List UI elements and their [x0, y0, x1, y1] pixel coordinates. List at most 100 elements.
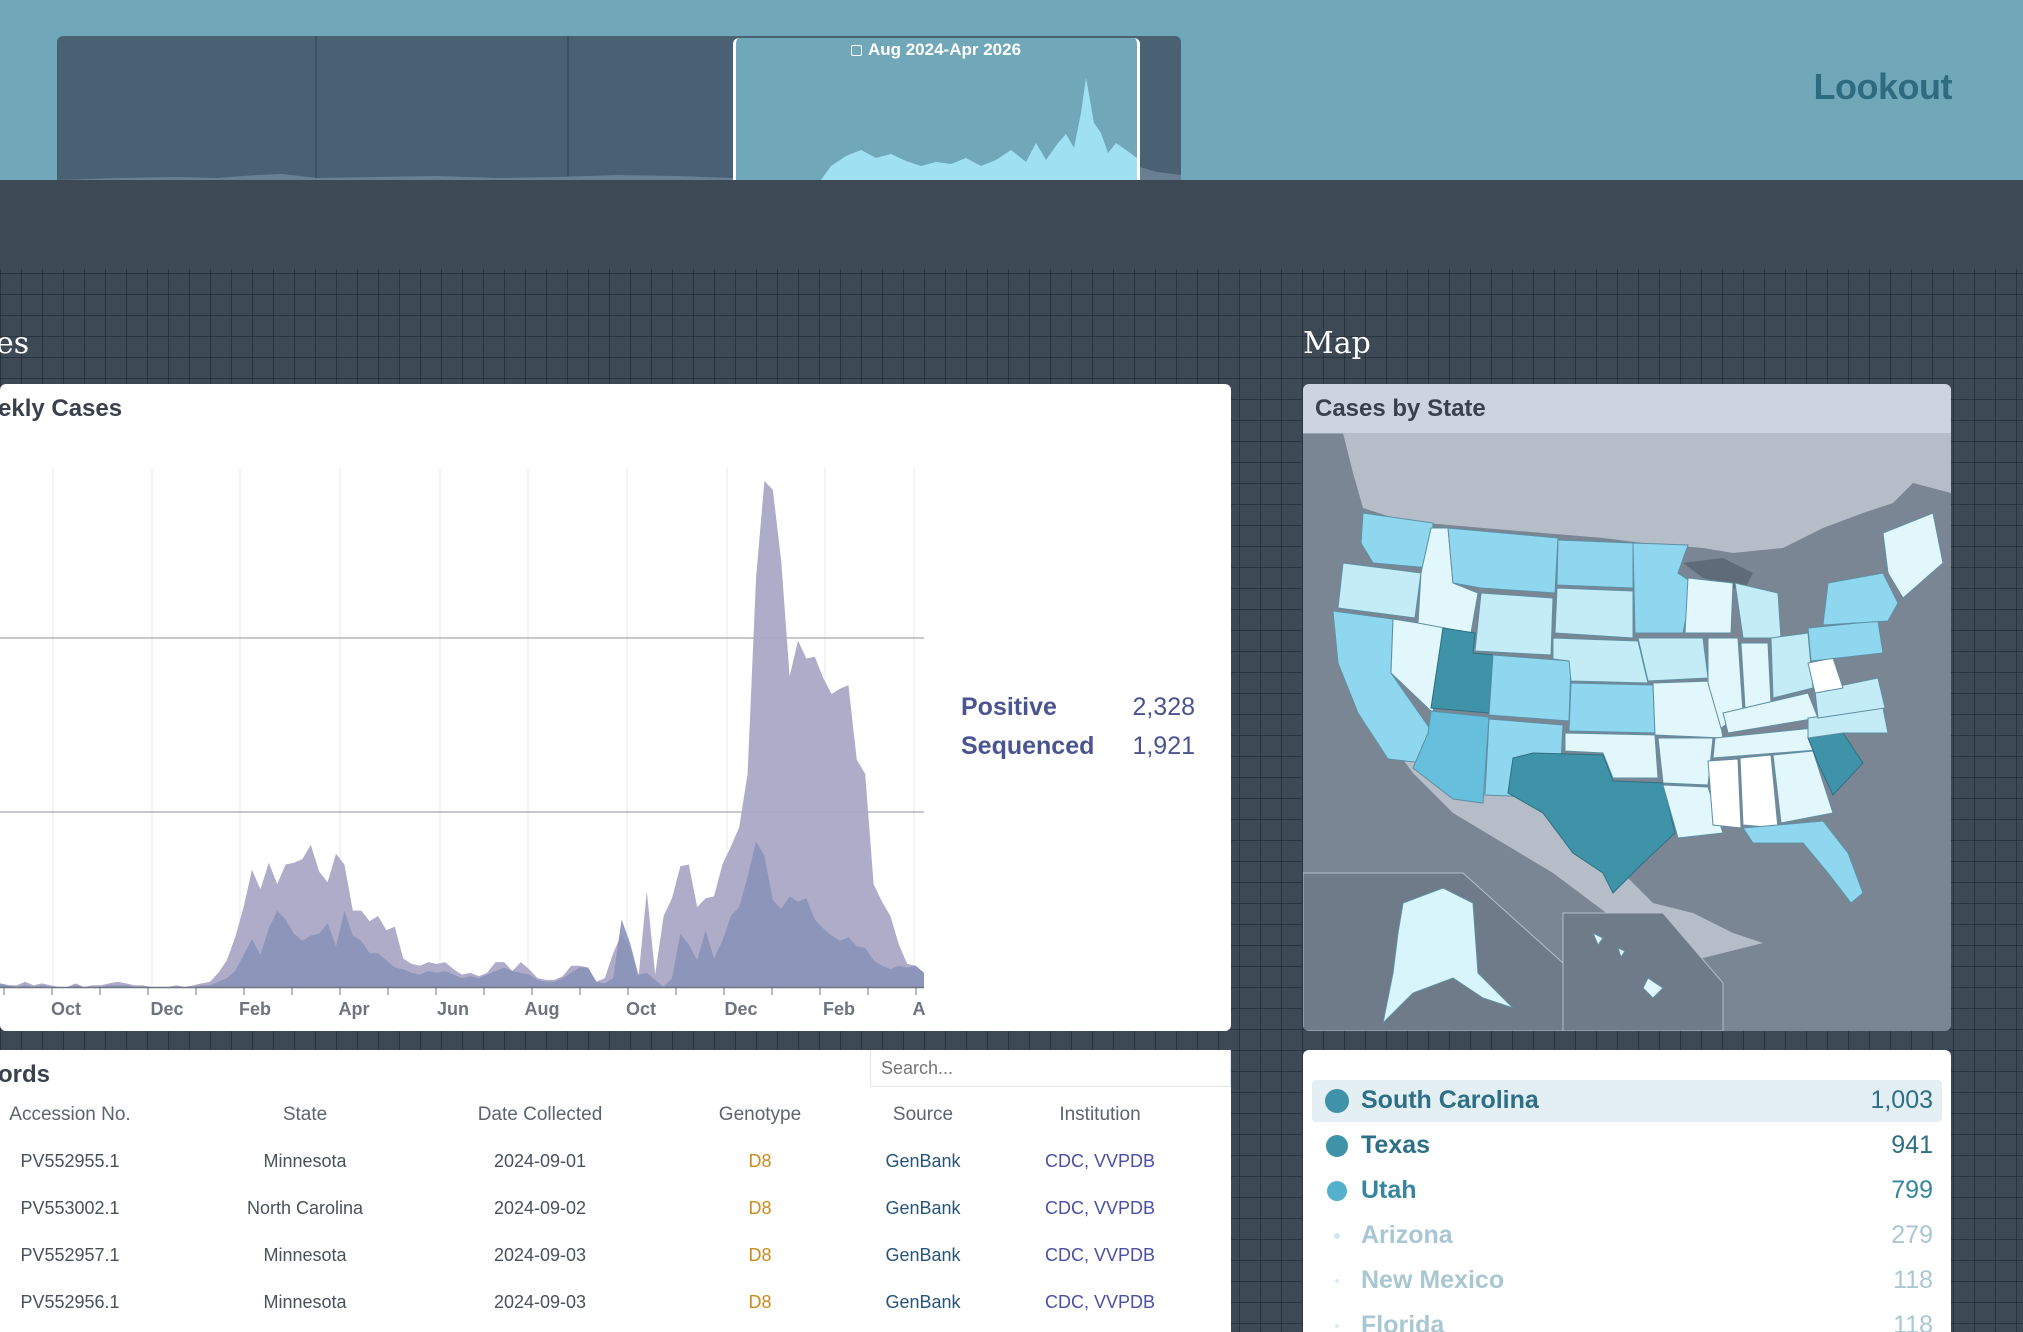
hawaii-inset-frame: [1562, 912, 1724, 1031]
sub-toolbar: [0, 180, 2023, 269]
column-header-source[interactable]: Source: [892, 1104, 954, 1125]
state-georgia: [1772, 750, 1834, 824]
cell-genotype: D8: [748, 1292, 772, 1312]
weekly-cases-title: ekly Cases: [0, 395, 123, 422]
x-tick-label: Feb: [239, 999, 271, 1019]
state-list-item[interactable]: Utah 799: [1312, 1170, 1942, 1212]
state-alaska: [1382, 887, 1514, 1025]
calendar-icon: [850, 45, 862, 56]
cases-by-state-map[interactable]: Cases by State: [1303, 384, 1951, 1031]
cell-accession: PV552957.1: [20, 1245, 120, 1265]
cell-state: Minnesota: [263, 1151, 347, 1171]
x-tick-label: Jun: [437, 999, 469, 1019]
timeline-overview-area: [57, 174, 733, 180]
map-section-title: Map: [1303, 326, 1371, 361]
state-south-dakota: [1554, 587, 1634, 639]
state-list-item[interactable]: South Carolina 1,003: [1312, 1080, 1942, 1122]
legend-positive-label: Positive: [961, 693, 1057, 721]
x-tick-label: Feb: [823, 999, 855, 1019]
state-count: 799: [1891, 1176, 1933, 1204]
state-pennsylvania: [1807, 620, 1884, 662]
cell-date: 2024-09-02: [493, 1198, 587, 1218]
state-name: Arizona: [1361, 1221, 1453, 1249]
state-new-york: [1822, 572, 1899, 626]
x-tick-label: Apr: [339, 999, 370, 1019]
state-list-item[interactable]: Florida 118: [1312, 1305, 1942, 1332]
state-wisconsin: [1684, 577, 1734, 634]
state-count: 1,003: [1870, 1086, 1933, 1114]
state-list-item[interactable]: Arizona 279: [1312, 1215, 1942, 1257]
cell-accession: PV553002.1: [20, 1198, 120, 1218]
cell-institution[interactable]: CDC, VVPDB: [1044, 1151, 1156, 1171]
date-range-label: Aug 2024-Apr 2026: [836, 40, 1036, 60]
cell-institution[interactable]: CDC, VVPDB: [1044, 1245, 1156, 1265]
legend-sequenced-label: Sequenced: [961, 732, 1095, 760]
weekly-cases-chart: Oct Dec Feb Apr Jun Aug Oct Dec Feb A: [0, 468, 926, 1019]
timeline-overview-chart: [57, 36, 1181, 180]
cell-date: 2024-09-03: [493, 1292, 587, 1312]
cell-date: 2024-09-03: [493, 1245, 587, 1265]
series-sequenced-area: [0, 841, 924, 987]
us-choropleth-map[interactable]: [1303, 433, 1951, 1031]
map-header: Cases by State: [1303, 384, 1951, 434]
x-tick-label: A: [913, 999, 926, 1019]
state-marker-icon: [1335, 1279, 1339, 1283]
cell-source[interactable]: GenBank: [885, 1292, 961, 1312]
x-tick-label: Oct: [626, 999, 656, 1019]
state-mississippi: [1707, 758, 1742, 829]
cell-accession: PV552956.1: [20, 1292, 120, 1312]
state-iowa: [1637, 637, 1709, 682]
state-arkansas: [1657, 737, 1714, 786]
state-marker-icon: [1325, 1089, 1349, 1113]
column-header-institution[interactable]: Institution: [1059, 1104, 1141, 1125]
state-louisiana: [1662, 784, 1724, 839]
records-search-input[interactable]: [870, 1050, 1231, 1087]
cell-accession: PV552955.1: [20, 1151, 120, 1171]
timeline-overview-area-right: [1140, 167, 1181, 180]
state-marker-icon: [1326, 1135, 1348, 1157]
weekly-cases-panel: ekly Cases Oct Dec Feb Apr Jun Aug Oct Dec Feb A …: [0, 384, 1231, 1031]
state-count: 118: [1893, 1266, 1933, 1294]
cell-source[interactable]: GenBank: [885, 1198, 961, 1218]
brand-logo[interactable]: Lookout: [1813, 66, 1953, 107]
timeline-selection[interactable]: [733, 38, 1140, 180]
state-list-item[interactable]: Texas 941: [1312, 1125, 1942, 1167]
state-michigan: [1734, 582, 1782, 639]
state-ohio: [1770, 632, 1814, 699]
legend-sequenced-value: 1,921: [1132, 732, 1195, 760]
cell-institution[interactable]: CDC, VVPDB: [1044, 1198, 1156, 1218]
cell-date: 2024-09-01: [493, 1151, 587, 1171]
state-marker-icon: [1335, 1324, 1339, 1328]
state-washington: [1360, 512, 1434, 569]
state-oregon: [1337, 562, 1422, 619]
cell-institution[interactable]: CDC, VVPDB: [1044, 1292, 1156, 1312]
state-marker-icon: [1327, 1181, 1347, 1201]
cell-state: North Carolina: [246, 1198, 364, 1218]
cell-genotype: D8: [748, 1198, 772, 1218]
state-wyoming: [1474, 592, 1554, 656]
canada-landmass: [1343, 433, 1951, 553]
state-marker-icon: [1334, 1233, 1340, 1239]
legend-positive-value: 2,328: [1132, 693, 1195, 721]
cell-source[interactable]: GenBank: [885, 1245, 961, 1265]
state-name: New Mexico: [1361, 1266, 1505, 1294]
cell-state: Minnesota: [263, 1292, 347, 1312]
x-tick-label: Dec: [724, 999, 757, 1019]
x-tick-label: Oct: [51, 999, 81, 1019]
state-count: 118: [1893, 1311, 1933, 1332]
state-name: Utah: [1361, 1176, 1417, 1204]
state-minnesota: [1632, 542, 1694, 634]
state-name: Texas: [1361, 1131, 1431, 1159]
state-name: South Carolina: [1361, 1086, 1539, 1114]
column-header-accession[interactable]: Accession No.: [9, 1104, 131, 1125]
cell-source[interactable]: GenBank: [885, 1151, 961, 1171]
state-montana: [1447, 527, 1559, 594]
column-header-state[interactable]: State: [282, 1104, 328, 1125]
state-list-panel: South Carolina 1,003 Texas 941 Utah 799 …: [1303, 1050, 1951, 1332]
state-list-item[interactable]: New Mexico 118: [1312, 1260, 1942, 1302]
state-colorado: [1488, 654, 1572, 722]
cell-genotype: D8: [748, 1245, 772, 1265]
column-header-date[interactable]: Date Collected: [477, 1104, 603, 1125]
column-header-genotype[interactable]: Genotype: [718, 1104, 802, 1125]
state-count: 279: [1891, 1221, 1933, 1249]
